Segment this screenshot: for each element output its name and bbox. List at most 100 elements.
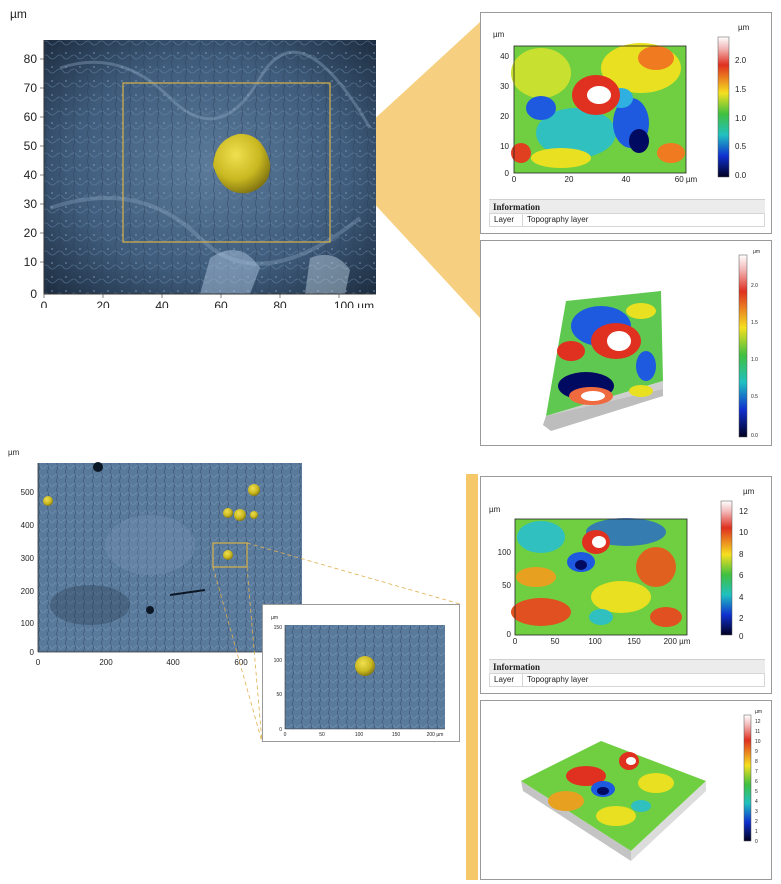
scale-tick: 2 — [755, 819, 758, 825]
y-unit-label: µm — [10, 8, 27, 21]
scale-tick: 2.0 — [751, 283, 758, 289]
scale-tick: 3 — [755, 809, 758, 815]
color-scale — [738, 254, 748, 438]
y-tick: 0 — [505, 169, 510, 178]
y-tick: 500 — [21, 488, 35, 497]
scale-tick: 0 — [755, 839, 758, 845]
highlight-bar — [466, 474, 478, 880]
scale-tick: 6 — [755, 779, 758, 785]
x-tick: 400 — [166, 658, 180, 667]
topography-3d-panel-bottom: µm 12 11 10 9 8 7 6 5 4 3 2 1 0 — [480, 700, 772, 880]
scale-tick: 10 — [755, 739, 761, 745]
scale-tick: 0.5 — [735, 142, 747, 151]
x-tick: 50 — [551, 637, 560, 646]
info-value: Topography layer — [527, 675, 589, 684]
scale-tick: 1 — [755, 829, 758, 835]
scale-unit: µm — [743, 487, 755, 496]
scale-unit: µm — [738, 23, 750, 32]
x-tick: 150 — [627, 637, 641, 646]
zoom-connector-top — [332, 22, 480, 318]
y-tick: 40 — [500, 52, 509, 61]
x-tick: 0 — [513, 637, 518, 646]
y-tick: 20 — [500, 112, 509, 121]
y-tick: 40 — [24, 168, 38, 182]
info-value: Topography layer — [527, 215, 589, 224]
y-tick: 100 — [274, 658, 283, 664]
x-tick: 50 — [319, 732, 325, 738]
color-scale — [717, 36, 730, 178]
x-tick: 40 — [622, 175, 631, 184]
scale-tick: 2 — [739, 614, 744, 623]
heatmap — [511, 518, 687, 635]
x-tick: 200 — [99, 658, 113, 667]
scale-tick: 8 — [755, 759, 758, 765]
y-tick: 20 — [24, 226, 38, 240]
sem-image-bottom: µm 500 400 300 200 100 0 0 200 400 600 — [0, 445, 320, 675]
scale-tick: 1.5 — [751, 320, 758, 326]
x-tick: 100 — [355, 732, 364, 738]
y-tick: 0 — [507, 630, 512, 639]
x-tick: 100 — [588, 637, 602, 646]
info-key: Layer — [490, 214, 523, 226]
y-tick: 70 — [24, 81, 38, 95]
y-tick: 0 — [30, 287, 37, 301]
y-unit-label: µm — [271, 615, 278, 621]
topography-2d-panel-top: µm 40 30 20 10 0 0 20 40 — [480, 12, 772, 234]
info-title: Information — [489, 659, 765, 673]
scale-unit: µm — [755, 709, 762, 715]
scale-tick: 11 — [755, 729, 760, 735]
scale-tick: 1.0 — [751, 357, 758, 363]
x-tick: 0 — [41, 299, 48, 308]
y-tick: 50 — [502, 581, 511, 590]
x-tick: 20 — [565, 175, 574, 184]
color-scale — [720, 500, 733, 636]
scale-unit: µm — [753, 249, 760, 255]
scale-tick: 8 — [739, 550, 744, 559]
roi-box — [212, 542, 248, 568]
scale-tick: 2.0 — [735, 56, 747, 65]
info-key: Layer — [490, 674, 523, 686]
scale-tick: 4 — [755, 799, 758, 805]
scale-tick: 4 — [739, 593, 744, 602]
x-tick: 60 µm — [675, 175, 698, 184]
y-tick: 30 — [24, 197, 38, 211]
color-scale — [743, 714, 752, 842]
scale-tick: 0.5 — [751, 394, 758, 400]
topography-3d-panel-top: µm 2.0 1.5 1.0 0.5 0.0 — [480, 240, 772, 446]
scale-tick: 1.5 — [735, 85, 747, 94]
y-tick: 100 — [498, 548, 512, 557]
x-tick: 200 µm — [427, 732, 444, 738]
scale-tick: 7 — [755, 769, 758, 775]
y-unit-label: µm — [489, 505, 501, 514]
y-tick: 30 — [500, 82, 509, 91]
x-tick: 0 — [36, 658, 41, 667]
scale-tick: 9 — [755, 749, 758, 755]
y-unit-label: µm — [8, 448, 20, 457]
scale-tick: 0.0 — [735, 171, 747, 180]
topography-2d-panel-bottom: µm 100 50 0 0 50 100 150 200 µm — [480, 476, 772, 694]
y-tick: 50 — [24, 139, 38, 153]
info-layer-row: Layer Topography layer — [489, 673, 765, 687]
info-layer-row: Layer Topography layer — [489, 213, 765, 227]
scale-tick: 12 — [739, 507, 748, 516]
y-tick: 10 — [500, 142, 509, 151]
scale-tick: 5 — [755, 789, 758, 795]
y-tick: 0 — [30, 648, 35, 657]
y-tick: 0 — [279, 727, 282, 733]
roi-box — [122, 82, 331, 243]
y-tick: 200 — [21, 587, 35, 596]
scale-tick: 12 — [755, 719, 761, 725]
y-tick: 80 — [24, 52, 38, 66]
scale-tick: 0.0 — [751, 433, 758, 439]
scale-tick: 10 — [739, 528, 748, 537]
heatmap — [511, 43, 686, 173]
y-tick: 60 — [24, 110, 38, 124]
x-tick: 0 — [284, 732, 287, 738]
x-tick: 600 — [234, 658, 248, 667]
scale-tick: 6 — [739, 571, 744, 580]
scale-tick: 1.0 — [735, 114, 747, 123]
info-title: Information — [489, 199, 765, 213]
y-tick: 300 — [21, 554, 35, 563]
scale-tick: 0 — [739, 632, 744, 641]
